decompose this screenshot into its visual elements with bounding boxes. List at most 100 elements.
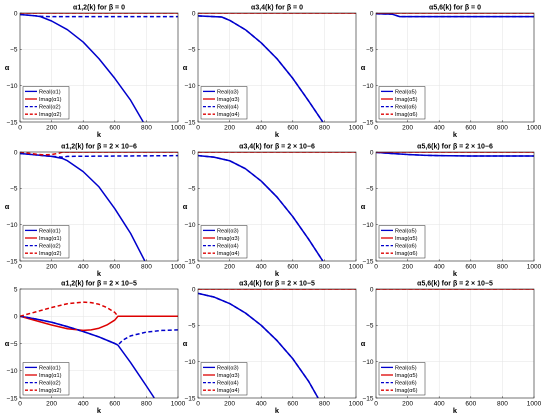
tick-label-x: 400 [256,401,267,408]
tick-label-x: 0 [196,264,200,271]
tick-label-x: 800 [497,125,508,132]
tick-label-x: 200 [46,264,57,271]
tick-label-x: 400 [78,125,89,132]
tick-label-y: 0 [14,314,18,321]
tick-label-y: −10 [362,359,373,366]
tick-label-y: −15 [184,119,195,126]
tick-label-y: −15 [362,119,373,126]
x-axis-label: k [453,269,458,278]
tick-label-y: −10 [184,359,195,366]
tick-label-x: 800 [141,401,152,408]
tick-label-x: 0 [374,264,378,271]
x-axis-label: k [275,269,280,278]
tick-label-y: 0 [14,149,18,156]
x-axis-label: k [275,406,280,415]
legend-entry: Real(α3) [217,365,239,371]
tick-label-x: 0 [374,401,378,408]
tick-label-y: 5 [14,286,18,293]
legend-entry: Real(α3) [217,228,239,234]
plot-frame [375,151,535,262]
chart-panel: 0 200 400 600 800 1000 0 −5 −10 −15 α5,6(k) for β … [361,5,542,140]
tick-label-y: −15 [184,395,195,402]
chart-panel: 0 200 400 600 800 1000 0 −5 −10 −15 α1,2(k) for β … [5,5,186,140]
tick-label-y: −10 [362,83,373,90]
tick-label-x: 800 [141,125,152,132]
tick-label-y: 0 [192,286,196,293]
x-axis-label: k [97,269,102,278]
tick-label-x: 400 [78,401,89,408]
legend-entry: Real(α1) [39,228,61,234]
tick-label-x: 200 [402,401,413,408]
legend-entry: Imag(α6) [395,388,418,394]
tick-label-x: 200 [46,401,57,408]
tick-label-x: 0 [18,401,22,408]
tick-label-x: 800 [319,264,330,271]
legend: Real(α5) Imag(α5) Real(α6)Imag(α6) [378,225,426,259]
tick-label-x: 600 [465,264,476,271]
x-axis-label: k [453,130,458,139]
tick-label-x: 800 [319,125,330,132]
y-axis-label: α [361,63,366,72]
legend: Real(α1) Imag(α1) Real(α2)Imag(α2) [22,362,70,396]
tick-label-x: 200 [46,125,57,132]
tick-label-x: 800 [497,264,508,271]
tick-label-y: 0 [370,10,374,17]
plot-frame [19,12,179,123]
chart-title: α1,2(k) for β = 0 [73,5,125,12]
tick-label-x: 1000 [349,264,364,271]
y-axis-label: α [5,339,10,348]
y-axis-label: α [5,63,10,72]
legend-entry: Imag(α6) [395,251,418,257]
tick-label-y: −5 [10,186,18,193]
tick-label-x: 200 [402,125,413,132]
legend: Real(α3) Imag(α3) Real(α4)Imag(α4) [200,362,248,396]
x-axis-label: k [97,130,102,139]
tick-label-x: 400 [256,125,267,132]
legend-entry: Imag(α3) [217,373,240,379]
plot-frame [197,12,357,123]
tick-label-x: 1000 [527,125,542,132]
y-axis-label: α [361,202,366,211]
tick-label-x: 600 [109,125,120,132]
series-line [20,152,178,156]
tick-label-x: 400 [78,264,89,271]
tick-label-x: 1000 [171,264,186,271]
legend-entry: Imag(α2) [39,112,62,118]
tick-label-x: 400 [434,401,445,408]
tick-label-x: 600 [109,401,120,408]
plot-frame [197,288,357,399]
tick-label-x: 0 [196,401,200,408]
tick-label-x: 400 [434,264,445,271]
chart-panel: 0 200 400 600 800 1000 0 −5 −10 −15 α5,6(k) for β … [361,281,542,416]
tick-label-y: −10 [6,222,17,229]
series-line [20,152,178,158]
series-line [20,13,178,18]
legend: Real(α5) Imag(α5) Real(α6)Imag(α6) [378,86,426,120]
tick-label-y: −10 [362,222,373,229]
tick-label-x: 1000 [527,264,542,271]
tick-label-x: 200 [402,264,413,271]
tick-label-y: −15 [362,258,373,265]
plot-frame [375,12,535,123]
legend: Real(α3) Imag(α3) Real(α4)Imag(α4) [200,86,248,120]
tick-label-x: 800 [497,401,508,408]
plot-frame [375,288,535,399]
legend: Real(α5) Imag(α5) Real(α6)Imag(α6) [378,362,426,396]
legend-entry: Real(α1) [39,89,61,95]
plot-frame [19,151,179,262]
chart-panel: 0 200 400 600 800 1000 5 0 −5 −10 −15 α1,2(k) for β… [5,281,186,416]
legend: Real(α1) Imag(α1) Real(α2)Imag(α2) [22,86,70,120]
legend-entry: Real(α5) [395,228,417,234]
tick-label-x: 1000 [349,125,364,132]
tick-label-y: −15 [6,119,17,126]
series-line [20,301,178,317]
tick-label-y: −15 [362,395,373,402]
series-line [20,315,178,346]
legend-entry: Imag(α2) [39,251,62,257]
chart-panel: 0 200 400 600 800 1000 0 −5 −10 −15 α1,2(k) for β … [5,144,186,279]
tick-label-y: −10 [184,222,195,229]
legend-entry: Real(α6) [395,381,417,387]
tick-label-x: 600 [287,264,298,271]
legend-entry: Imag(α4) [217,251,240,257]
tick-label-y: −5 [366,47,374,54]
